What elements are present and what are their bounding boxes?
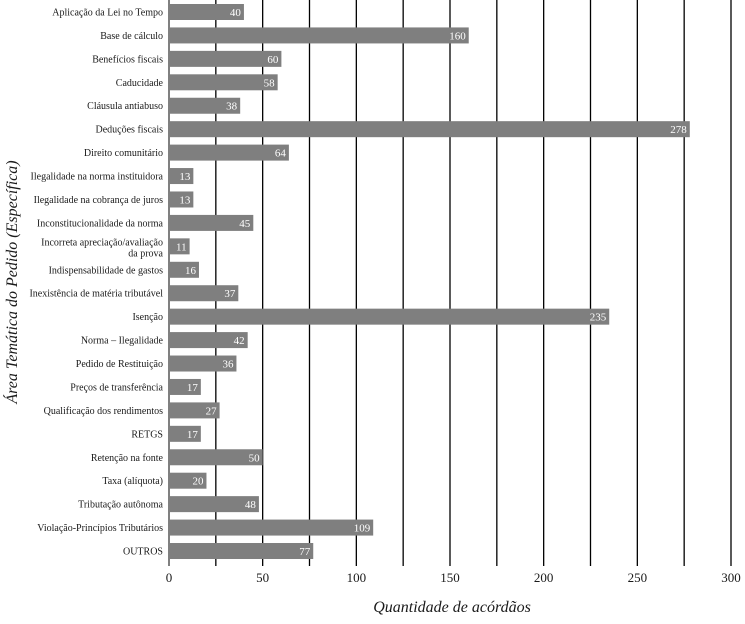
bar bbox=[169, 332, 248, 349]
x-tick-labels: 0 50 100 150 200 250 300 bbox=[166, 570, 741, 585]
x-axis-label: Quantidade de acórdãos bbox=[373, 599, 531, 616]
gridlines bbox=[168, 0, 732, 566]
category-label: Indispensabilidade de gastos bbox=[49, 265, 164, 276]
bar bbox=[169, 168, 194, 185]
bar-value-label: 160 bbox=[449, 30, 466, 42]
bar bbox=[169, 261, 199, 278]
category-label: Preços de transferência bbox=[70, 382, 163, 393]
bar bbox=[169, 97, 241, 114]
category-label: Inexistência de matéria tributável bbox=[29, 289, 163, 300]
bar bbox=[169, 4, 244, 20]
category-label: Incorreta apreciação/avaliação da prova bbox=[41, 237, 163, 259]
bar bbox=[169, 519, 374, 536]
bar-value-label: 13 bbox=[179, 171, 191, 183]
bar-value-label: 50 bbox=[249, 452, 261, 464]
bar-value-label: 48 bbox=[245, 499, 257, 511]
category-label: Tributação autônoma bbox=[78, 500, 163, 511]
bar bbox=[169, 449, 263, 466]
bar bbox=[169, 74, 278, 91]
bar bbox=[169, 27, 469, 44]
x-tick-label: 200 bbox=[534, 570, 554, 585]
category-label: RETGS bbox=[131, 429, 163, 440]
bar-value-label: 20 bbox=[192, 476, 204, 488]
bar bbox=[169, 378, 201, 395]
bar-value-label: 17 bbox=[187, 429, 199, 441]
bar-value-label: 16 bbox=[185, 265, 197, 277]
bar bbox=[169, 308, 610, 325]
x-tick-label: 300 bbox=[721, 570, 741, 585]
x-tick-label: 100 bbox=[347, 570, 367, 585]
bar bbox=[169, 144, 289, 161]
bar-value-label: 77 bbox=[299, 546, 311, 558]
category-label: Norma – Ilegalidade bbox=[81, 336, 164, 347]
bar-value-label: 58 bbox=[264, 77, 276, 89]
bar-value-label: 278 bbox=[670, 124, 687, 136]
category-label: Base de cálculo bbox=[100, 31, 163, 42]
bar bbox=[169, 355, 237, 372]
bar bbox=[169, 472, 207, 489]
category-label: Cláusula antiabuso bbox=[87, 101, 163, 112]
bar-value-label: 109 bbox=[354, 523, 371, 535]
x-tick-label: 50 bbox=[256, 570, 269, 585]
category-label: Ilegalidade na norma instituidora bbox=[31, 172, 164, 183]
category-label: Caducidade bbox=[116, 78, 164, 89]
category-label: Isenção bbox=[132, 312, 163, 323]
category-label: Qualificação dos rendimentos bbox=[44, 406, 164, 417]
x-tick-label: 0 bbox=[166, 570, 173, 585]
category-labels: Aplicação da Lei no Tempo Base de cálculo… bbox=[29, 8, 163, 558]
category-label: Aplicação da Lei no Tempo bbox=[52, 8, 163, 19]
bar-value-label: 235 bbox=[590, 312, 607, 324]
bar bbox=[169, 214, 254, 231]
category-label: Taxa (alíquota) bbox=[102, 476, 163, 487]
category-label: Retenção na fonte bbox=[91, 453, 164, 464]
category-label: Deduções fiscais bbox=[96, 125, 164, 136]
category-label: OUTROS bbox=[123, 547, 163, 558]
bar-value-label: 45 bbox=[239, 218, 251, 230]
bar-value-label: 37 bbox=[224, 288, 236, 300]
bar bbox=[169, 425, 201, 442]
bar bbox=[169, 121, 690, 138]
bar-value-label: 64 bbox=[275, 148, 287, 160]
x-tick-label: 250 bbox=[628, 570, 648, 585]
category-label: Inconstitucionalidade da norma bbox=[37, 218, 164, 229]
bar-value-label: 36 bbox=[222, 359, 234, 371]
bar bbox=[169, 543, 314, 560]
bar-value-label: 60 bbox=[267, 54, 279, 66]
bar-value-label: 27 bbox=[206, 405, 218, 417]
category-label: Ilegalidade na cobrança de juros bbox=[34, 195, 163, 206]
bar bbox=[169, 191, 194, 208]
bar-value-label: 13 bbox=[179, 194, 191, 206]
bar-value-label: 40 bbox=[230, 7, 242, 19]
bar bbox=[169, 496, 259, 513]
category-label: Violação-Princípios Tributários bbox=[37, 523, 163, 534]
bar bbox=[169, 50, 282, 67]
x-tick-label: 150 bbox=[440, 570, 460, 585]
bar-value-label: 17 bbox=[187, 382, 199, 394]
category-label: Benefícios fiscais bbox=[92, 54, 163, 65]
bar-value-label: 38 bbox=[226, 101, 238, 113]
category-label: Direito comunitário bbox=[84, 148, 163, 159]
bar bbox=[169, 238, 190, 255]
category-label: Pedido de Restituição bbox=[76, 359, 163, 370]
bar-value-label: 42 bbox=[234, 335, 245, 347]
bar bbox=[169, 402, 220, 419]
y-axis-label: Área Temática do Pedido (Específica) bbox=[2, 160, 21, 404]
bar-value-label: 11 bbox=[176, 241, 187, 253]
bar bbox=[169, 285, 239, 302]
